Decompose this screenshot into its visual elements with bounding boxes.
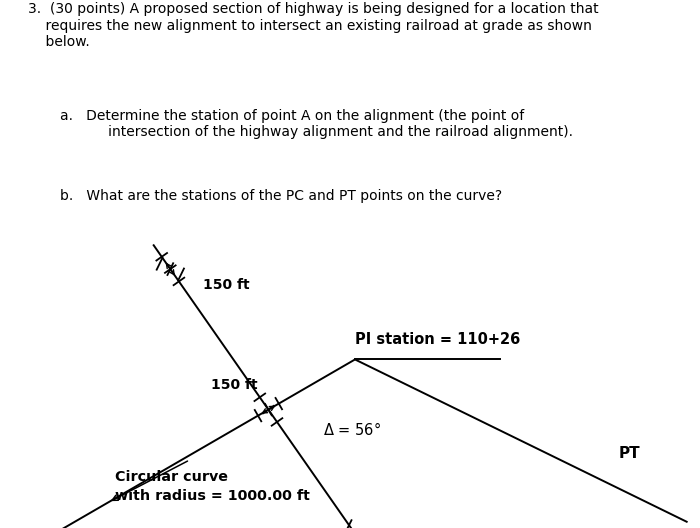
Text: b.   What are the stations of the PC and PT points on the curve?: b. What are the stations of the PC and P…: [60, 190, 502, 203]
Text: $\Delta$ = 56°: $\Delta$ = 56°: [323, 421, 382, 438]
Text: a.   Determine the station of point A on the alignment (the point of
           : a. Determine the station of point A on t…: [60, 109, 573, 139]
Text: 150 ft: 150 ft: [203, 278, 250, 292]
Text: 3.  (30 points) A proposed section of highway is being designed for a location t: 3. (30 points) A proposed section of hig…: [28, 3, 598, 49]
Text: 150 ft: 150 ft: [211, 378, 258, 392]
Text: PT: PT: [619, 446, 640, 461]
Text: PI station = 110+26: PI station = 110+26: [355, 333, 520, 347]
Text: Circular curve
with radius = 1000.00 ft: Circular curve with radius = 1000.00 ft: [115, 470, 310, 503]
